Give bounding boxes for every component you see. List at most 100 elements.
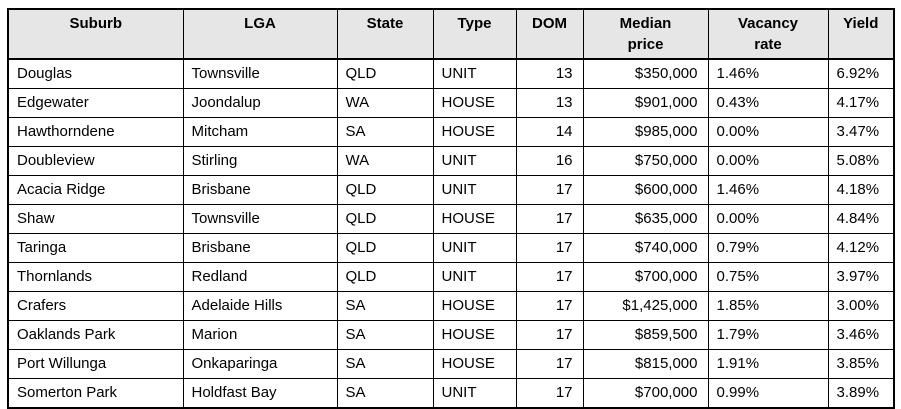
table-cell: 17 bbox=[515, 175, 584, 205]
table-cell: 5.08% bbox=[827, 146, 895, 176]
table-cell: 4.18% bbox=[827, 175, 895, 205]
table-cell: 17 bbox=[515, 378, 584, 409]
column-header-suburb: Suburb bbox=[7, 8, 184, 60]
column-header-vacancy-rate: Vacancy rate bbox=[707, 8, 829, 60]
table-cell: 0.43% bbox=[707, 88, 829, 118]
table-cell: 0.99% bbox=[707, 378, 829, 409]
column-header-median-price: Median price bbox=[582, 8, 709, 60]
table-cell: QLD bbox=[336, 233, 434, 263]
table-cell: 0.75% bbox=[707, 262, 829, 292]
table-cell: $700,000 bbox=[582, 262, 709, 292]
table-row: Somerton Park Holdfast Bay SA UNIT 17 $700,00… bbox=[7, 378, 895, 409]
table-cell: Crafers bbox=[7, 291, 184, 321]
table-cell: Taringa bbox=[7, 233, 184, 263]
table-cell: Port Willunga bbox=[7, 349, 184, 379]
table-cell: Holdfast Bay bbox=[182, 378, 338, 409]
table-cell: $815,000 bbox=[582, 349, 709, 379]
table-cell: 3.00% bbox=[827, 291, 895, 321]
table-cell: Doubleview bbox=[7, 146, 184, 176]
table-cell: $700,000 bbox=[582, 378, 709, 409]
table-cell: SA bbox=[336, 320, 434, 350]
table-cell: 0.79% bbox=[707, 233, 829, 263]
table-cell: 1.79% bbox=[707, 320, 829, 350]
table-cell: Somerton Park bbox=[7, 378, 184, 409]
table-cell: QLD bbox=[336, 175, 434, 205]
table-header: Suburb LGA State Type DOM Median price Vacancy… bbox=[7, 8, 895, 60]
table-cell: $985,000 bbox=[582, 117, 709, 147]
table-cell: UNIT bbox=[432, 262, 517, 292]
property-stats-table: Suburb LGA State Type DOM Median price Vacancy… bbox=[7, 8, 895, 409]
table-cell: Acacia Ridge bbox=[7, 175, 184, 205]
table-cell: HOUSE bbox=[432, 291, 517, 321]
table-cell: HOUSE bbox=[432, 117, 517, 147]
table-cell: 0.00% bbox=[707, 117, 829, 147]
table-cell: Redland bbox=[182, 262, 338, 292]
table-cell: Townsville bbox=[182, 204, 338, 234]
table-cell: SA bbox=[336, 291, 434, 321]
table-cell: Brisbane bbox=[182, 233, 338, 263]
table-cell: Mitcham bbox=[182, 117, 338, 147]
table-row: Doubleview Stirling WA UNIT 16 $750,000 0.00% 5… bbox=[7, 146, 895, 176]
table-cell: 17 bbox=[515, 262, 584, 292]
column-header-type: Type bbox=[432, 8, 517, 60]
table-cell: HOUSE bbox=[432, 88, 517, 118]
column-header-yield: Yield bbox=[827, 8, 895, 60]
table-cell: Adelaide Hills bbox=[182, 291, 338, 321]
column-header-state: State bbox=[336, 8, 434, 60]
table-cell: Thornlands bbox=[7, 262, 184, 292]
table-cell: Joondalup bbox=[182, 88, 338, 118]
table-cell: $740,000 bbox=[582, 233, 709, 263]
table-cell: HOUSE bbox=[432, 349, 517, 379]
table-cell: 3.46% bbox=[827, 320, 895, 350]
table-cell: UNIT bbox=[432, 378, 517, 409]
table-cell: 4.84% bbox=[827, 204, 895, 234]
table-cell: Brisbane bbox=[182, 175, 338, 205]
table-cell: 0.00% bbox=[707, 204, 829, 234]
table-cell: HOUSE bbox=[432, 320, 517, 350]
table-cell: Oaklands Park bbox=[7, 320, 184, 350]
table-cell: 14 bbox=[515, 117, 584, 147]
table-row: Port Willunga Onkaparinga SA HOUSE 17 $815,00… bbox=[7, 349, 895, 379]
table-cell: 17 bbox=[515, 233, 584, 263]
table-cell: 0.00% bbox=[707, 146, 829, 176]
table-row: Edgewater Joondalup WA HOUSE 13 $901,000 0.43%… bbox=[7, 88, 895, 118]
table-cell: 17 bbox=[515, 349, 584, 379]
table-cell: $750,000 bbox=[582, 146, 709, 176]
table-cell: WA bbox=[336, 146, 434, 176]
table-cell: Edgewater bbox=[7, 88, 184, 118]
table-row: Taringa Brisbane QLD UNIT 17 $740,000 0.79% 4.1… bbox=[7, 233, 895, 263]
table-cell: QLD bbox=[336, 262, 434, 292]
table-cell: UNIT bbox=[432, 233, 517, 263]
table-cell: 3.89% bbox=[827, 378, 895, 409]
table-cell: QLD bbox=[336, 58, 434, 89]
table-cell: $859,500 bbox=[582, 320, 709, 350]
table-body: Douglas Townsville QLD UNIT 13 $350,000 1.46% 6… bbox=[7, 58, 895, 409]
table-cell: $901,000 bbox=[582, 88, 709, 118]
table-cell: 16 bbox=[515, 146, 584, 176]
table-cell: WA bbox=[336, 88, 434, 118]
table-cell: $600,000 bbox=[582, 175, 709, 205]
table-row: Douglas Townsville QLD UNIT 13 $350,000 1.46% 6… bbox=[7, 58, 895, 89]
table-cell: Douglas bbox=[7, 58, 184, 89]
table-cell: 3.47% bbox=[827, 117, 895, 147]
table-cell: 13 bbox=[515, 58, 584, 89]
table-cell: 1.91% bbox=[707, 349, 829, 379]
table-cell: 4.17% bbox=[827, 88, 895, 118]
table-cell: 13 bbox=[515, 88, 584, 118]
table-row: Thornlands Redland QLD UNIT 17 $700,000 0.75% 3… bbox=[7, 262, 895, 292]
table-cell: UNIT bbox=[432, 175, 517, 205]
table-cell: HOUSE bbox=[432, 204, 517, 234]
table-row: Shaw Townsville QLD HOUSE 17 $635,000 0.00% 4.8… bbox=[7, 204, 895, 234]
table-cell: Stirling bbox=[182, 146, 338, 176]
table-cell: Hawthorndene bbox=[7, 117, 184, 147]
table-cell: 3.97% bbox=[827, 262, 895, 292]
table-cell: 17 bbox=[515, 320, 584, 350]
table-cell: Marion bbox=[182, 320, 338, 350]
table-header-row: Suburb LGA State Type DOM Median price Vacancy… bbox=[7, 8, 895, 60]
table-cell: SA bbox=[336, 117, 434, 147]
table-cell: 1.46% bbox=[707, 58, 829, 89]
table-cell: SA bbox=[336, 349, 434, 379]
table-cell: UNIT bbox=[432, 58, 517, 89]
table-cell: Shaw bbox=[7, 204, 184, 234]
column-header-lga: LGA bbox=[182, 8, 338, 60]
